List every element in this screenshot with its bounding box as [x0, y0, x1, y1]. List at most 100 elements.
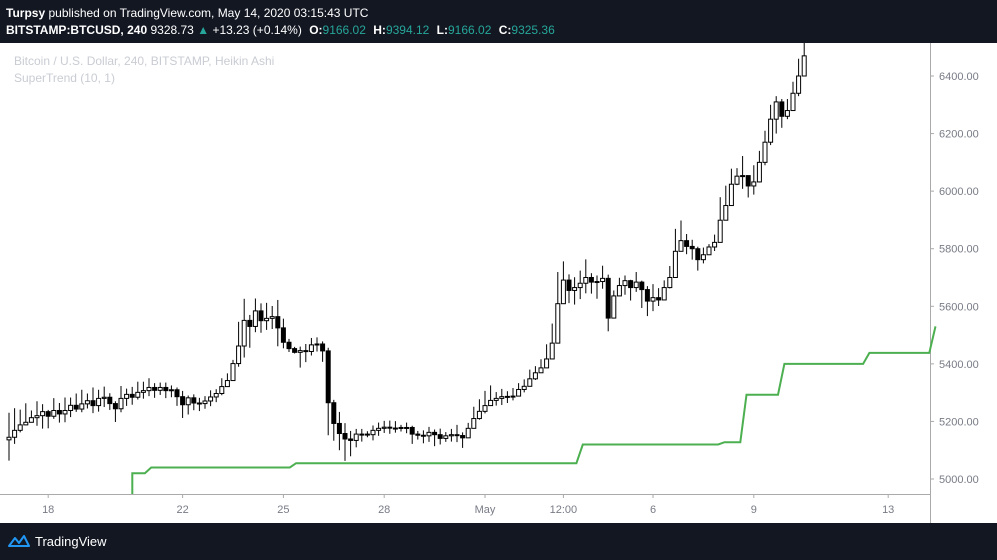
candle: [700, 247, 706, 264]
candle: [157, 382, 163, 395]
candle: [723, 185, 729, 221]
candle: [482, 390, 488, 414]
candle-body-up: [236, 345, 242, 365]
candle: [712, 234, 718, 252]
time-tick-label: 12:00: [550, 504, 578, 516]
candle-body-up: [124, 393, 130, 399]
candle-body-up: [600, 277, 606, 283]
time-axis-background: [0, 494, 997, 523]
tradingview-brand[interactable]: TradingView: [8, 534, 107, 551]
high-label: H:: [373, 23, 386, 37]
candle-body-up: [40, 411, 46, 417]
candle: [544, 344, 550, 369]
candle: [465, 422, 471, 439]
candle: [633, 272, 639, 292]
candle-body-down: [336, 422, 342, 435]
candle-body-down: [90, 400, 96, 407]
candle: [152, 383, 158, 398]
candle: [476, 399, 482, 420]
candle: [342, 423, 348, 461]
candle: [96, 389, 102, 412]
candle: [112, 401, 118, 423]
candle: [101, 386, 107, 408]
candle-body-down: [779, 101, 785, 117]
candle: [140, 381, 146, 399]
price-axis-background: [930, 43, 997, 494]
candle: [420, 430, 426, 444]
candle: [331, 399, 337, 441]
candle-body-up: [527, 378, 533, 387]
candle-body-up: [471, 418, 477, 429]
candle: [695, 246, 701, 271]
candle: [756, 150, 762, 183]
candle: [538, 359, 544, 374]
candle-body-down: [420, 434, 426, 437]
candle: [308, 337, 314, 356]
candle-body-down: [432, 431, 438, 436]
candle-body-up: [213, 393, 219, 398]
candle-body-down: [247, 319, 253, 327]
candle: [650, 284, 656, 312]
candle-body-up: [476, 410, 482, 420]
candle: [73, 393, 79, 412]
price-chart[interactable]: 5000.00 5200.00 5400.00 5600.00 5800.00 6000.…: [0, 43, 997, 523]
candle: [443, 432, 449, 442]
candle-body-up: [717, 219, 723, 243]
candle-body-up: [611, 295, 617, 319]
price-tick-label: 5000.00: [939, 474, 979, 486]
candle: [376, 422, 382, 436]
published-text: published on TradingView.com, May 14, 20…: [48, 6, 369, 20]
candle: [404, 422, 410, 434]
time-tick-label: 18: [42, 504, 54, 516]
candle: [510, 388, 516, 401]
candle-body-up: [493, 397, 499, 401]
candle-body-down: [566, 279, 572, 291]
time-axis[interactable]: 18 22 25 28 May 12:00 6 9 13: [42, 494, 894, 516]
candle-body-up: [672, 250, 678, 278]
candle: [387, 420, 393, 434]
time-tick-label: 28: [378, 504, 390, 516]
candle: [17, 409, 23, 433]
candle: [56, 403, 62, 423]
candle: [264, 302, 270, 330]
candle: [661, 280, 667, 301]
candle: [717, 197, 723, 243]
author-name[interactable]: Turpsy: [6, 6, 46, 20]
candle-body-up: [768, 118, 774, 143]
candle: [600, 265, 606, 289]
candle: [224, 373, 230, 388]
candle-body-down: [320, 343, 326, 352]
symbol-label[interactable]: BITSTAMP:BTCUSD, 240: [6, 23, 148, 37]
candle-body-down: [628, 280, 634, 289]
open-value: 9166.02: [322, 23, 366, 37]
candle-body-up: [23, 421, 29, 426]
candle: [454, 424, 460, 443]
candle: [163, 382, 169, 399]
candle-body-up: [12, 429, 18, 438]
candle-body-down: [460, 435, 466, 439]
candle: [280, 318, 286, 349]
price-tick-label: 5200.00: [939, 416, 979, 428]
candle: [269, 305, 275, 330]
candle: [409, 425, 415, 444]
candle: [656, 288, 662, 306]
chart-area[interactable]: 5000.00 5200.00 5400.00 5600.00 5800.00 6000.…: [0, 43, 997, 523]
candle-body-up: [443, 435, 449, 439]
candle: [62, 397, 68, 423]
candle: [28, 410, 34, 423]
open-label: O:: [309, 23, 323, 37]
candle-body-up: [157, 386, 163, 391]
candle: [219, 378, 225, 396]
candle-body-down: [325, 350, 331, 404]
low-label: L:: [436, 23, 448, 37]
candle: [734, 168, 740, 186]
candle-body-down: [152, 386, 158, 391]
candle: [611, 290, 617, 319]
candle-body-up: [62, 409, 68, 415]
candle: [572, 277, 578, 305]
price-tick-label: 5400.00: [939, 359, 979, 371]
candle-body-up: [297, 350, 303, 353]
candle-body-down: [689, 245, 695, 250]
candle: [45, 409, 51, 429]
price-axis[interactable]: 5000.00 5200.00 5400.00 5600.00 5800.00 6000.…: [930, 71, 979, 486]
